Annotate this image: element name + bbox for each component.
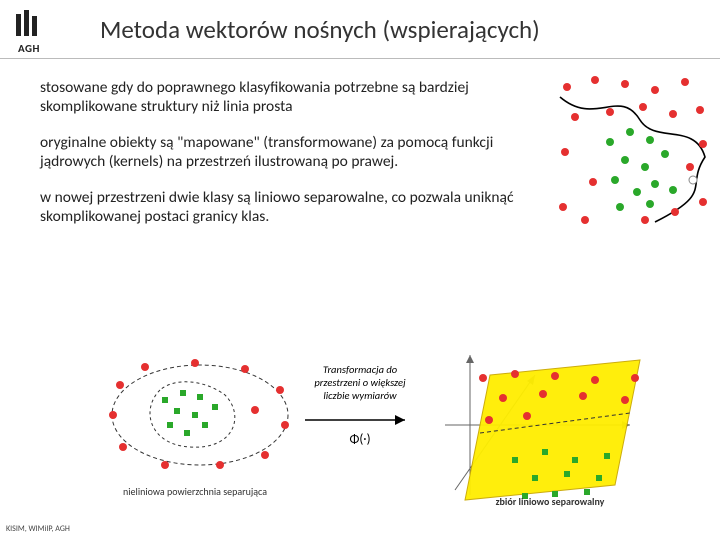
footer-text: KISIM, WIMiIP, AGH bbox=[6, 524, 70, 534]
body-text: stosowane gdy do poprawnego klasyfikowan… bbox=[40, 78, 540, 242]
paragraph-2: oryginalne obiekty są "mapowane" (transf… bbox=[40, 133, 540, 172]
paragraph-3: w nowej przestrzeni dwie klasy są liniow… bbox=[40, 188, 540, 227]
slide-title: Metoda wektorów nośnych (wspierających) bbox=[100, 14, 540, 45]
figure-kernel-transform: nieliniowa powierzchnia separująca Transf… bbox=[95, 345, 655, 510]
svg-text:liczbie wymiarów: liczbie wymiarów bbox=[323, 389, 397, 402]
svg-text:zbiór liniowo separowalny: zbiór liniowo separowalny bbox=[496, 495, 605, 508]
figure-nonlinear-scatter bbox=[555, 72, 710, 227]
paragraph-1: stosowane gdy do poprawnego klasyfikowan… bbox=[40, 78, 540, 117]
logo-text: AGH bbox=[18, 42, 40, 55]
svg-text:Transformacja do: Transformacja do bbox=[323, 363, 398, 376]
title-divider bbox=[0, 58, 720, 59]
svg-text:Φ(·): Φ(·) bbox=[349, 432, 370, 447]
agh-logo: AGH bbox=[12, 6, 46, 55]
svg-text:nieliniowa powierzchnia separu: nieliniowa powierzchnia separująca bbox=[123, 485, 267, 498]
svg-text:przestrzeni o większej: przestrzeni o większej bbox=[314, 376, 406, 389]
